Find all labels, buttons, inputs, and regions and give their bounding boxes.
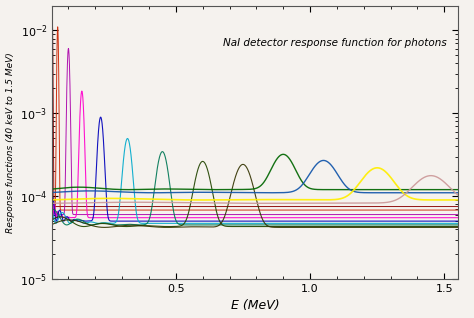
Y-axis label: Response functions (40 keV to 1.5 MeV): Response functions (40 keV to 1.5 MeV) (6, 52, 15, 233)
Text: NaI detector response function for photons: NaI detector response function for photo… (223, 38, 447, 48)
X-axis label: E (MeV): E (MeV) (231, 300, 279, 313)
